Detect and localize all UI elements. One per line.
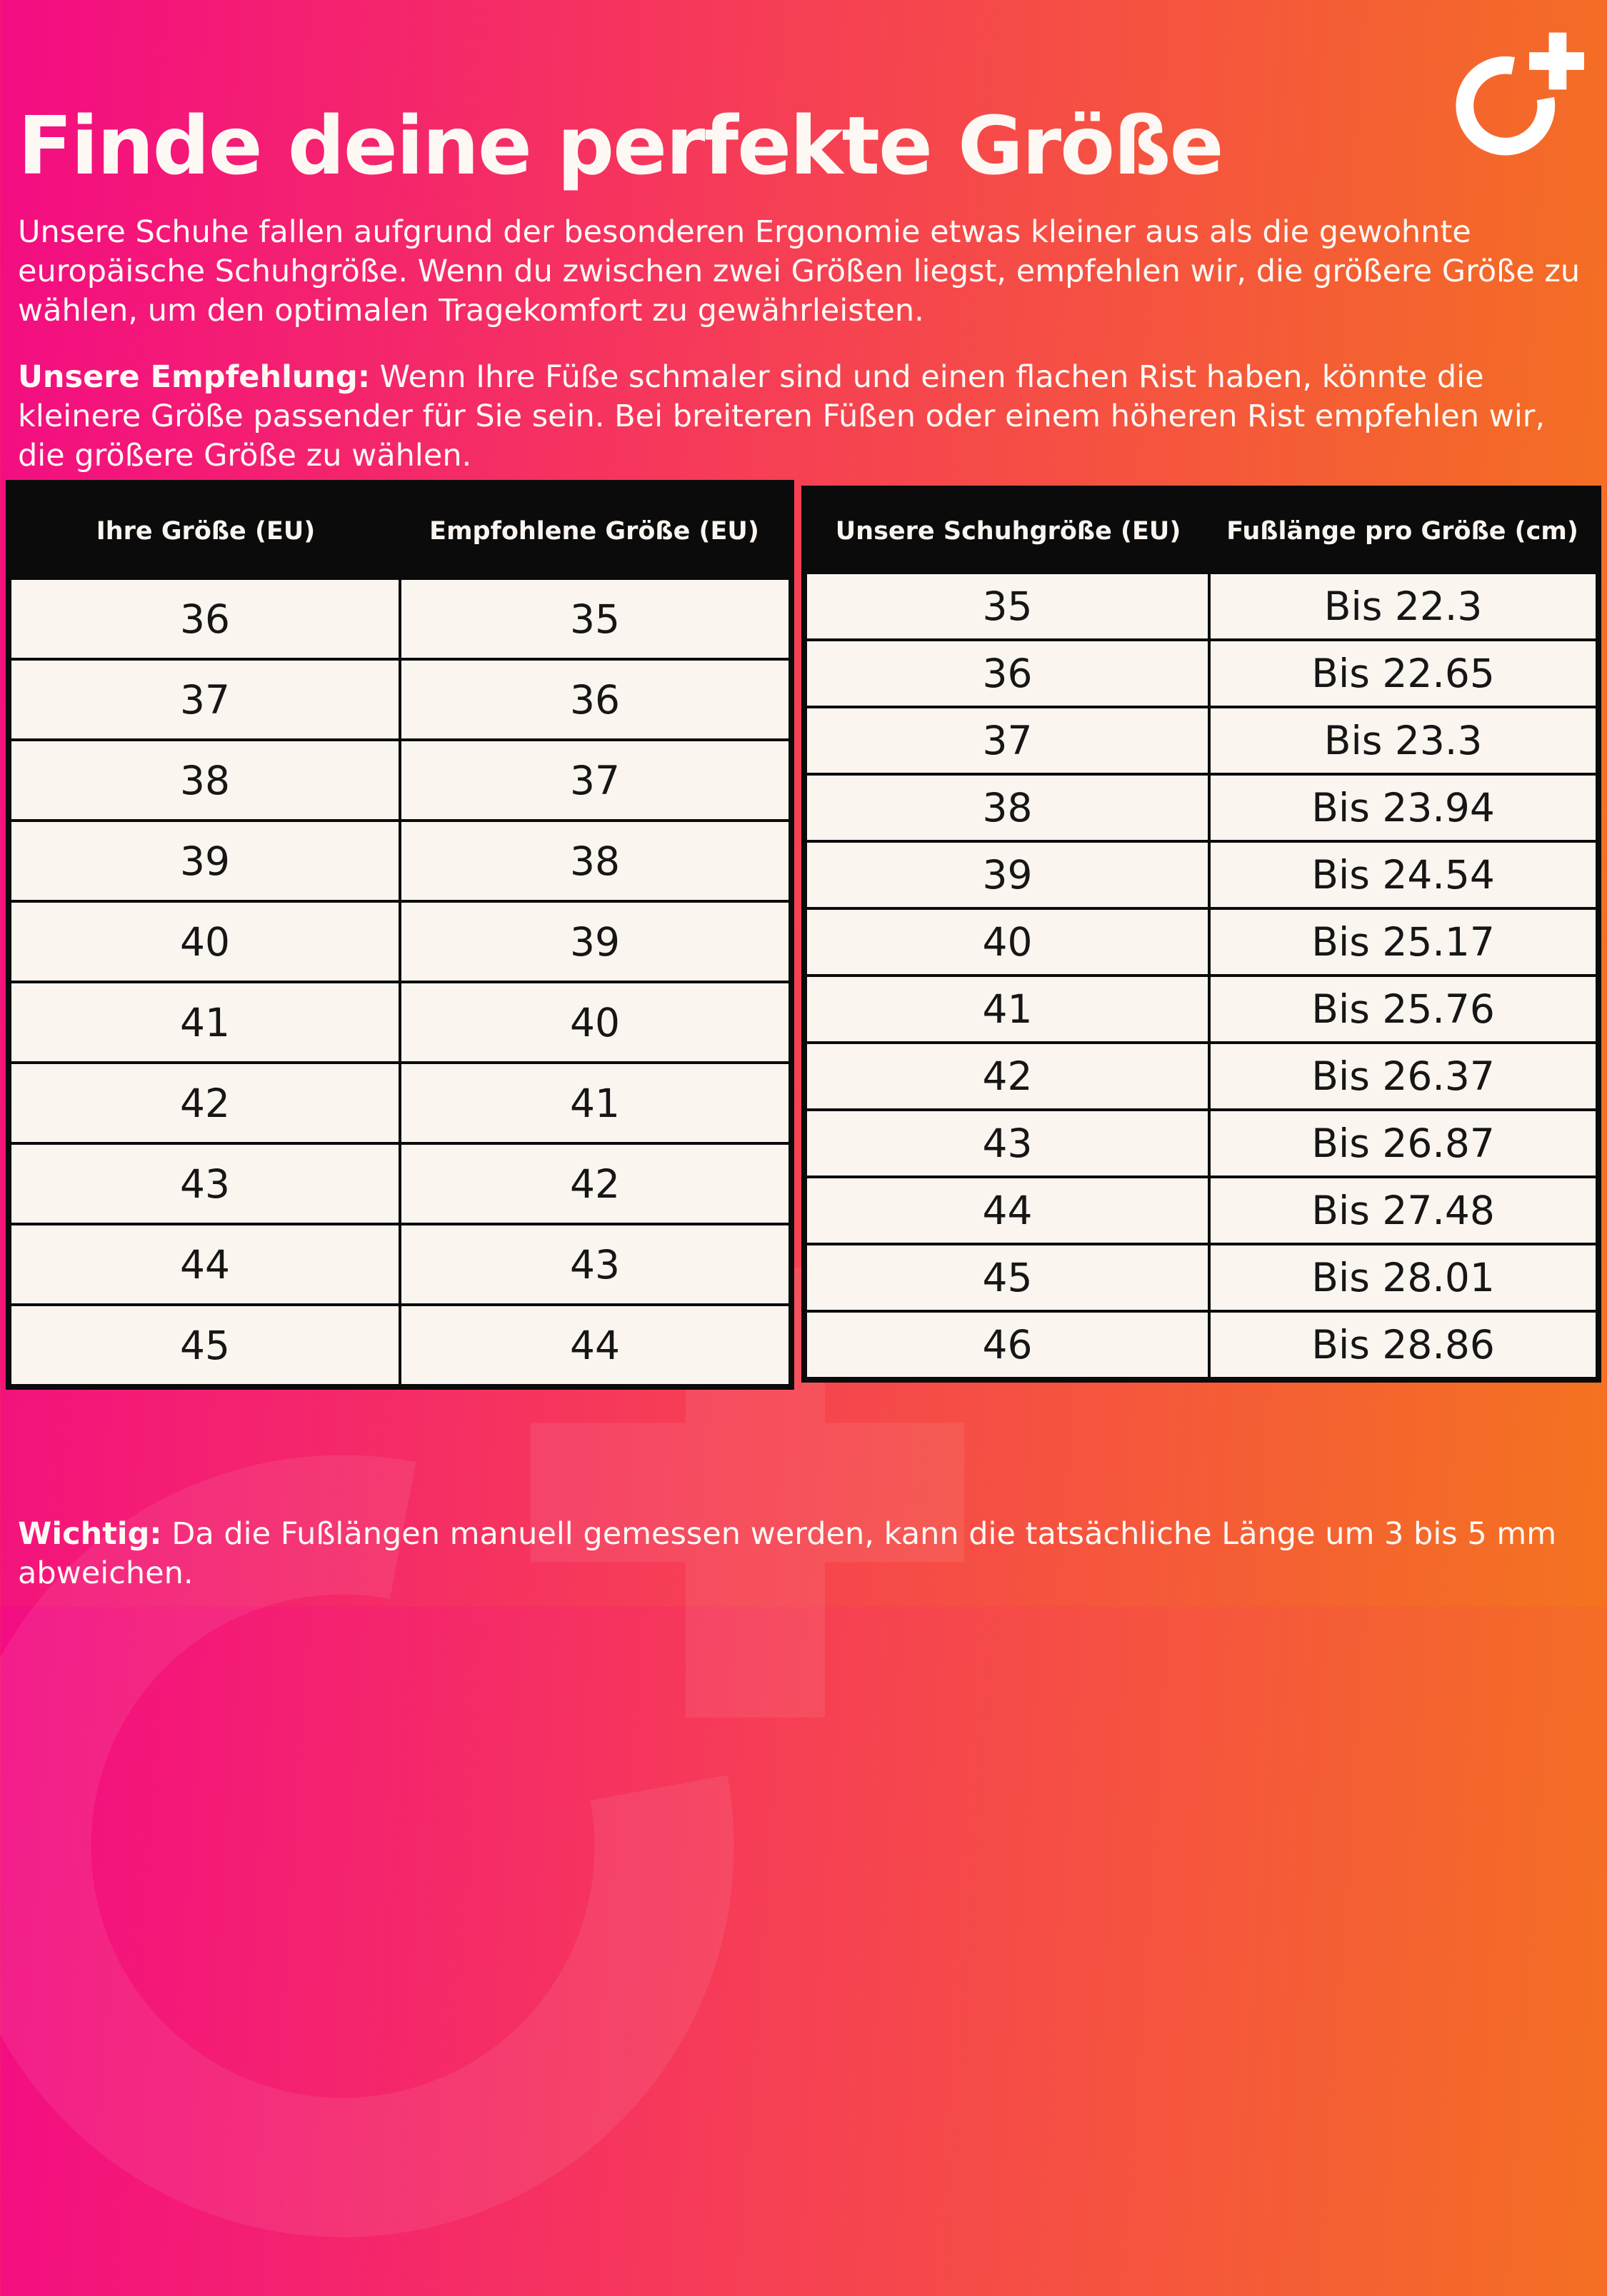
note-text: Da die Fußlängen manuell gemessen werden… — [18, 1516, 1557, 1592]
table-header-row: Ihre Größe (EU) Empfohlene Größe (EU) — [9, 483, 791, 578]
recommendation-text: Wenn Ihre Füße schmaler sind und einen f… — [18, 359, 1546, 474]
recommendation-paragraph: Unsere Empfehlung: Wenn Ihre Füße schmal… — [18, 358, 1593, 476]
table-row: 41 40 — [7, 981, 793, 1064]
table-cell: Bis 22.65 — [1208, 638, 1600, 708]
table-cell: Bis 27.48 — [1208, 1175, 1600, 1245]
table-cell: Bis 24.54 — [1208, 840, 1600, 910]
table-row: 42 41 — [7, 1061, 793, 1145]
table-cell: Bis 25.76 — [1208, 974, 1600, 1044]
column-header-foot-length: Fußlänge pro Größe (cm) — [1209, 488, 1598, 573]
column-header-our-shoe-size: Unsere Schuhgröße (EU) — [804, 488, 1210, 573]
table-cell: 44 — [802, 1175, 1211, 1245]
table-cell: Bis 22.3 — [1208, 571, 1600, 641]
table-cell: 45 — [802, 1243, 1211, 1313]
table-row: 42 Bis 26.37 — [802, 1041, 1600, 1111]
table-cell: Bis 28.01 — [1208, 1243, 1600, 1313]
table-header-row: Unsere Schuhgröße (EU) Fußlänge pro Größ… — [804, 488, 1598, 573]
table-cell: 37 — [7, 658, 401, 741]
table-cell: 40 — [802, 907, 1211, 977]
table-row: 38 Bis 23.94 — [802, 773, 1600, 843]
table-cell: 42 — [7, 1061, 401, 1145]
table-row: 36 Bis 22.65 — [802, 638, 1600, 708]
table-cell: 39 — [399, 900, 793, 983]
important-note: Wichtig: Da die Fußlängen manuell gemess… — [18, 1515, 1593, 1593]
foot-length-table: Unsere Schuhgröße (EU) Fußlänge pro Größ… — [801, 486, 1601, 1383]
table-cell: 44 — [399, 1303, 793, 1388]
table-cell: 39 — [802, 840, 1211, 910]
table-cell: Bis 26.87 — [1208, 1108, 1600, 1178]
table-row: 44 Bis 27.48 — [802, 1175, 1600, 1245]
table-cell: 38 — [7, 738, 401, 822]
column-header-your-size: Ihre Größe (EU) — [9, 483, 400, 578]
table-row: 45 Bis 28.01 — [802, 1243, 1600, 1313]
table-cell: 36 — [7, 577, 401, 661]
table-cell: 43 — [399, 1223, 793, 1306]
note-label: Wichtig: — [18, 1516, 162, 1552]
table-cell: 43 — [802, 1108, 1211, 1178]
intro-paragraph: Unsere Schuhe fallen aufgrund der besond… — [18, 214, 1581, 329]
page-title: Finde deine perfekte Größe — [18, 100, 1224, 194]
table-row: 41 Bis 25.76 — [802, 974, 1600, 1044]
table-row: 46 Bis 28.86 — [802, 1310, 1600, 1381]
table-cell: 45 — [7, 1303, 401, 1388]
table-cell: Bis 23.3 — [1208, 706, 1600, 776]
table-cell: 42 — [802, 1041, 1211, 1111]
table-cell: 36 — [802, 638, 1211, 708]
table-cell: 35 — [399, 577, 793, 661]
table-cell: Bis 25.17 — [1208, 907, 1600, 977]
recommendation-label: Unsere Empfehlung: — [18, 359, 371, 395]
table-row: 40 Bis 25.17 — [802, 907, 1600, 977]
table-cell: 41 — [802, 974, 1211, 1044]
table-cell: 44 — [7, 1223, 401, 1306]
table-cell: 41 — [399, 1061, 793, 1145]
table-row: 40 39 — [7, 900, 793, 983]
table-row: 43 Bis 26.87 — [802, 1108, 1600, 1178]
brand-logo-circle-plus-icon — [1456, 32, 1584, 156]
table-row: 38 37 — [7, 738, 793, 822]
table-cell: Bis 23.94 — [1208, 773, 1600, 843]
table-cell: 37 — [802, 706, 1211, 776]
table-row: 39 38 — [7, 819, 793, 903]
size-guide-infographic: { "page": { "title": "Finde deine perfek… — [0, 0, 1607, 1607]
table-cell: 41 — [7, 981, 401, 1064]
table-cell: 38 — [802, 773, 1211, 843]
table-row: 44 43 — [7, 1223, 793, 1306]
table-row: 36 35 — [7, 577, 793, 661]
size-conversion-table: Ihre Größe (EU) Empfohlene Größe (EU) 36… — [6, 480, 794, 1390]
table-row: 35 Bis 22.3 — [802, 571, 1600, 641]
table-cell: 40 — [7, 900, 401, 983]
column-header-recommended-size: Empfohlene Größe (EU) — [400, 483, 791, 578]
table-cell: 37 — [399, 738, 793, 822]
table-cell: 43 — [7, 1142, 401, 1225]
table-row: 45 44 — [7, 1303, 793, 1388]
table-row: 37 Bis 23.3 — [802, 706, 1600, 776]
table-cell: 38 — [399, 819, 793, 903]
table-cell: 35 — [802, 571, 1211, 641]
table-cell: 36 — [399, 658, 793, 741]
table-row: 37 36 — [7, 658, 793, 741]
table-row: 43 42 — [7, 1142, 793, 1225]
table-cell: 39 — [7, 819, 401, 903]
table-cell: 42 — [399, 1142, 793, 1225]
table-cell: Bis 26.37 — [1208, 1041, 1600, 1111]
table-cell: Bis 28.86 — [1208, 1310, 1600, 1381]
table-cell: 46 — [802, 1310, 1211, 1381]
table-row: 39 Bis 24.54 — [802, 840, 1600, 910]
table-cell: 40 — [399, 981, 793, 1064]
